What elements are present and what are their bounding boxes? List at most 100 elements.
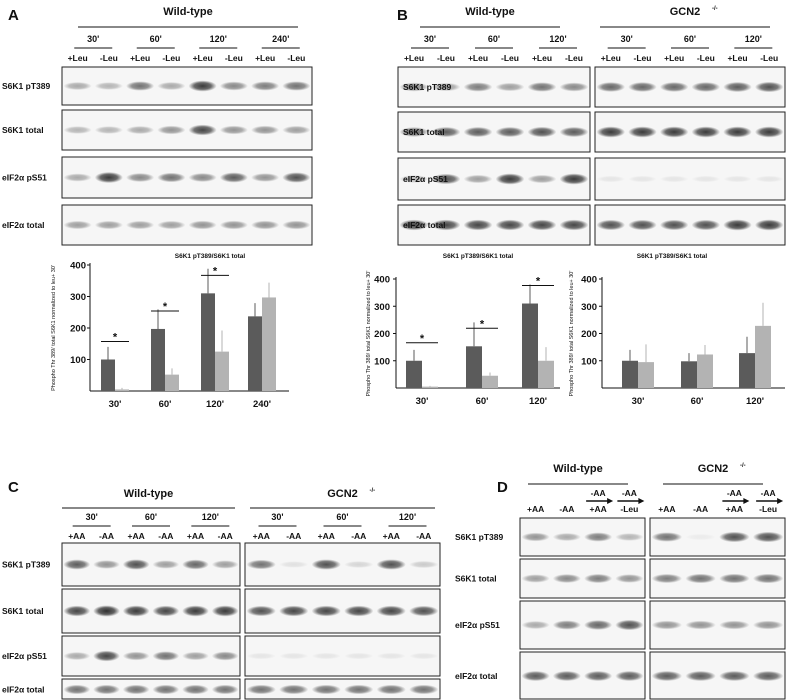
blot-band (188, 80, 217, 92)
blot-band (399, 127, 429, 137)
blot-band (311, 652, 341, 660)
blot-band (463, 82, 493, 92)
panel-label: A (8, 7, 19, 24)
bar (755, 325, 771, 388)
blot-band (152, 605, 180, 617)
lane-label: +AA (726, 504, 743, 514)
lane-label: +Leu (404, 53, 424, 63)
significance-star: * (213, 265, 218, 277)
blot-band (211, 605, 239, 617)
y-tick-label: 300 (581, 302, 597, 313)
lane-label: -Leu (620, 504, 638, 514)
blot-band (122, 684, 150, 695)
bar (638, 362, 654, 388)
y-tick-label: 300 (374, 302, 390, 313)
bar (101, 359, 115, 391)
blot-band (311, 605, 341, 617)
blot-band (463, 174, 493, 184)
blot-band (719, 670, 750, 682)
blot-band (615, 619, 644, 631)
time-label: 120' (549, 34, 566, 44)
blot-band (157, 220, 186, 230)
y-tick-label: 200 (374, 329, 390, 340)
blot-band (63, 220, 92, 230)
lane-label: -AA (99, 531, 114, 541)
blot-band (659, 82, 689, 92)
blot-band (219, 81, 248, 91)
x-tick-label: 120' (529, 396, 547, 407)
blot-band (685, 573, 716, 584)
group-title: GCN2 (670, 6, 701, 18)
blot-band (719, 573, 750, 584)
y-tick-label: 100 (70, 355, 86, 366)
blot-band (219, 220, 248, 230)
time-label: 30' (621, 34, 633, 44)
y-axis-label: Phospho Thr 389/ total S6K1 normalized t… (51, 265, 57, 391)
blot-panel (244, 635, 441, 677)
blot-band (152, 684, 180, 695)
blot-band (63, 684, 91, 695)
blot-band (219, 172, 248, 183)
chart-title: S6K1 pT389/S6K1 total (443, 253, 514, 260)
y-tick-label: 400 (581, 275, 597, 286)
lane-label: +Leu (468, 53, 488, 63)
blot-panel (594, 66, 786, 108)
blot-band (188, 124, 217, 136)
lane-label-top: -AA (591, 488, 606, 498)
blot-band (651, 532, 683, 542)
bar (697, 354, 713, 388)
blot-band (584, 670, 613, 682)
blot-band (63, 651, 91, 661)
blot-band (399, 82, 429, 92)
blot-band (719, 620, 750, 630)
group-title: GCN2 (698, 463, 729, 475)
blot-band (211, 651, 239, 661)
x-tick-label: 60' (159, 399, 172, 410)
blot-band (409, 684, 439, 695)
row-label: eIF2α pS51 (403, 174, 448, 184)
blot-band (251, 81, 280, 91)
row-label: eIF2α total (403, 220, 446, 230)
blot-band (659, 126, 689, 138)
blot-band (719, 531, 750, 543)
lane-label: +AA (253, 531, 270, 541)
blot-band (63, 81, 92, 91)
blot-band (126, 173, 155, 182)
lane-label: -AA (693, 504, 708, 514)
blot-panel (594, 111, 786, 153)
blot-band (431, 126, 461, 138)
row-label: eIF2α pS51 (2, 651, 47, 661)
blot-band (152, 651, 180, 661)
blot-band (552, 532, 581, 542)
group-title-superscript: -/- (712, 6, 718, 12)
blot-band (94, 171, 123, 184)
blot-band (93, 605, 120, 617)
blot-band (559, 219, 589, 231)
blot-band (376, 684, 406, 695)
blot-band (93, 684, 120, 695)
bar (739, 353, 755, 388)
time-label: 30' (271, 512, 283, 522)
blot-band (63, 605, 91, 617)
blot-band (182, 684, 209, 695)
blot-panel (397, 204, 591, 246)
blot-band (691, 219, 721, 231)
blot-panel (61, 542, 241, 587)
blot-band (409, 605, 439, 617)
row-label: S6K1 pT389 (403, 82, 451, 92)
blot-band (651, 620, 683, 630)
blot-band (344, 605, 374, 617)
bar (201, 293, 215, 391)
blot-panel (594, 157, 786, 201)
lane-label: +AA (383, 531, 400, 541)
x-tick-label: 60' (691, 396, 704, 407)
time-label: 120' (745, 34, 762, 44)
blot-band (344, 652, 374, 660)
blot-band (659, 175, 689, 183)
blot-band (752, 531, 784, 543)
blot-band (94, 220, 123, 230)
significance-star: * (163, 301, 168, 313)
lane-label: -Leu (501, 53, 519, 63)
blot-band (685, 670, 716, 682)
